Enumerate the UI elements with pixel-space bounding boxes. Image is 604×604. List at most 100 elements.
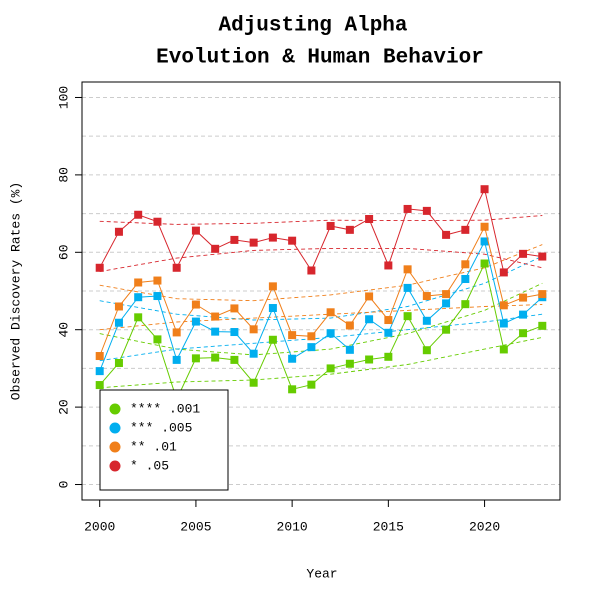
series-line [99,261,543,401]
point [403,312,412,321]
y-tick-label: 0 [56,481,71,489]
point [365,292,374,301]
point [95,352,104,361]
point [172,263,181,272]
point [519,329,528,338]
point [230,328,239,337]
point [307,266,316,275]
point [288,236,297,245]
legend-marker [109,460,121,472]
point [461,275,470,284]
point [95,367,104,376]
legend-label: * .05 [130,458,169,473]
series-line [99,225,543,357]
y-tick-label: 80 [56,167,71,183]
point [519,310,528,319]
series-line [99,187,543,274]
point [499,319,508,328]
point [538,321,547,330]
chart-title: Adjusting Alpha [218,15,407,38]
trend-line [99,244,543,302]
point [365,315,374,324]
point [191,317,200,326]
x-tick-label: 2000 [84,519,115,534]
point [499,345,508,354]
point [230,355,239,364]
point [249,238,258,247]
point [172,355,181,364]
point [307,343,316,352]
point [191,354,200,363]
point [442,299,451,308]
x-tick-label: 2005 [180,519,211,534]
point [326,329,335,338]
point [326,221,335,230]
point [211,327,220,336]
chart-subtitle: Evolution & Human Behavior [156,47,484,70]
point [249,325,258,334]
point [499,268,508,277]
point [442,230,451,239]
point [230,235,239,244]
point [191,300,200,309]
point [268,304,277,313]
point [403,265,412,274]
point [345,225,354,234]
point [114,318,123,327]
point [345,345,354,354]
point [345,359,354,368]
point [249,378,258,387]
legend-marker [109,422,121,434]
x-tick-label: 2010 [277,519,308,534]
trend-line [99,255,543,321]
point [384,328,393,337]
point [153,335,162,344]
point [422,346,431,355]
series-line [99,240,543,372]
point [422,292,431,301]
legend-marker [109,441,121,453]
point [384,261,393,270]
point [480,259,489,268]
point [538,290,547,299]
point [461,300,470,309]
point [326,308,335,317]
point [230,304,239,313]
point [403,283,412,292]
point [249,349,258,358]
legend-label: *** .005 [130,420,192,435]
point [134,278,143,287]
point [384,316,393,325]
point [307,380,316,389]
point [268,233,277,242]
trend-line [99,282,543,356]
point [461,225,470,234]
point [519,293,528,302]
point [211,244,220,253]
point [288,354,297,363]
y-tick-label: 100 [56,86,71,109]
point [114,302,123,311]
point [442,325,451,334]
trend-line [99,215,543,225]
legend: **** .001 *** .005 ** .01 * .05 [99,389,229,491]
point [172,328,181,337]
point [268,282,277,291]
point [191,226,200,235]
point [268,335,277,344]
point [95,263,104,272]
point [480,185,489,194]
point [422,316,431,325]
point [153,292,162,301]
trend-line [99,336,543,389]
legend-label: ** .01 [130,439,177,454]
legend-label: **** .001 [130,401,200,416]
trend-line [99,247,543,273]
point [326,364,335,373]
point [519,249,528,258]
point [307,332,316,341]
point [153,217,162,226]
legend-box [99,389,229,491]
point [134,210,143,219]
